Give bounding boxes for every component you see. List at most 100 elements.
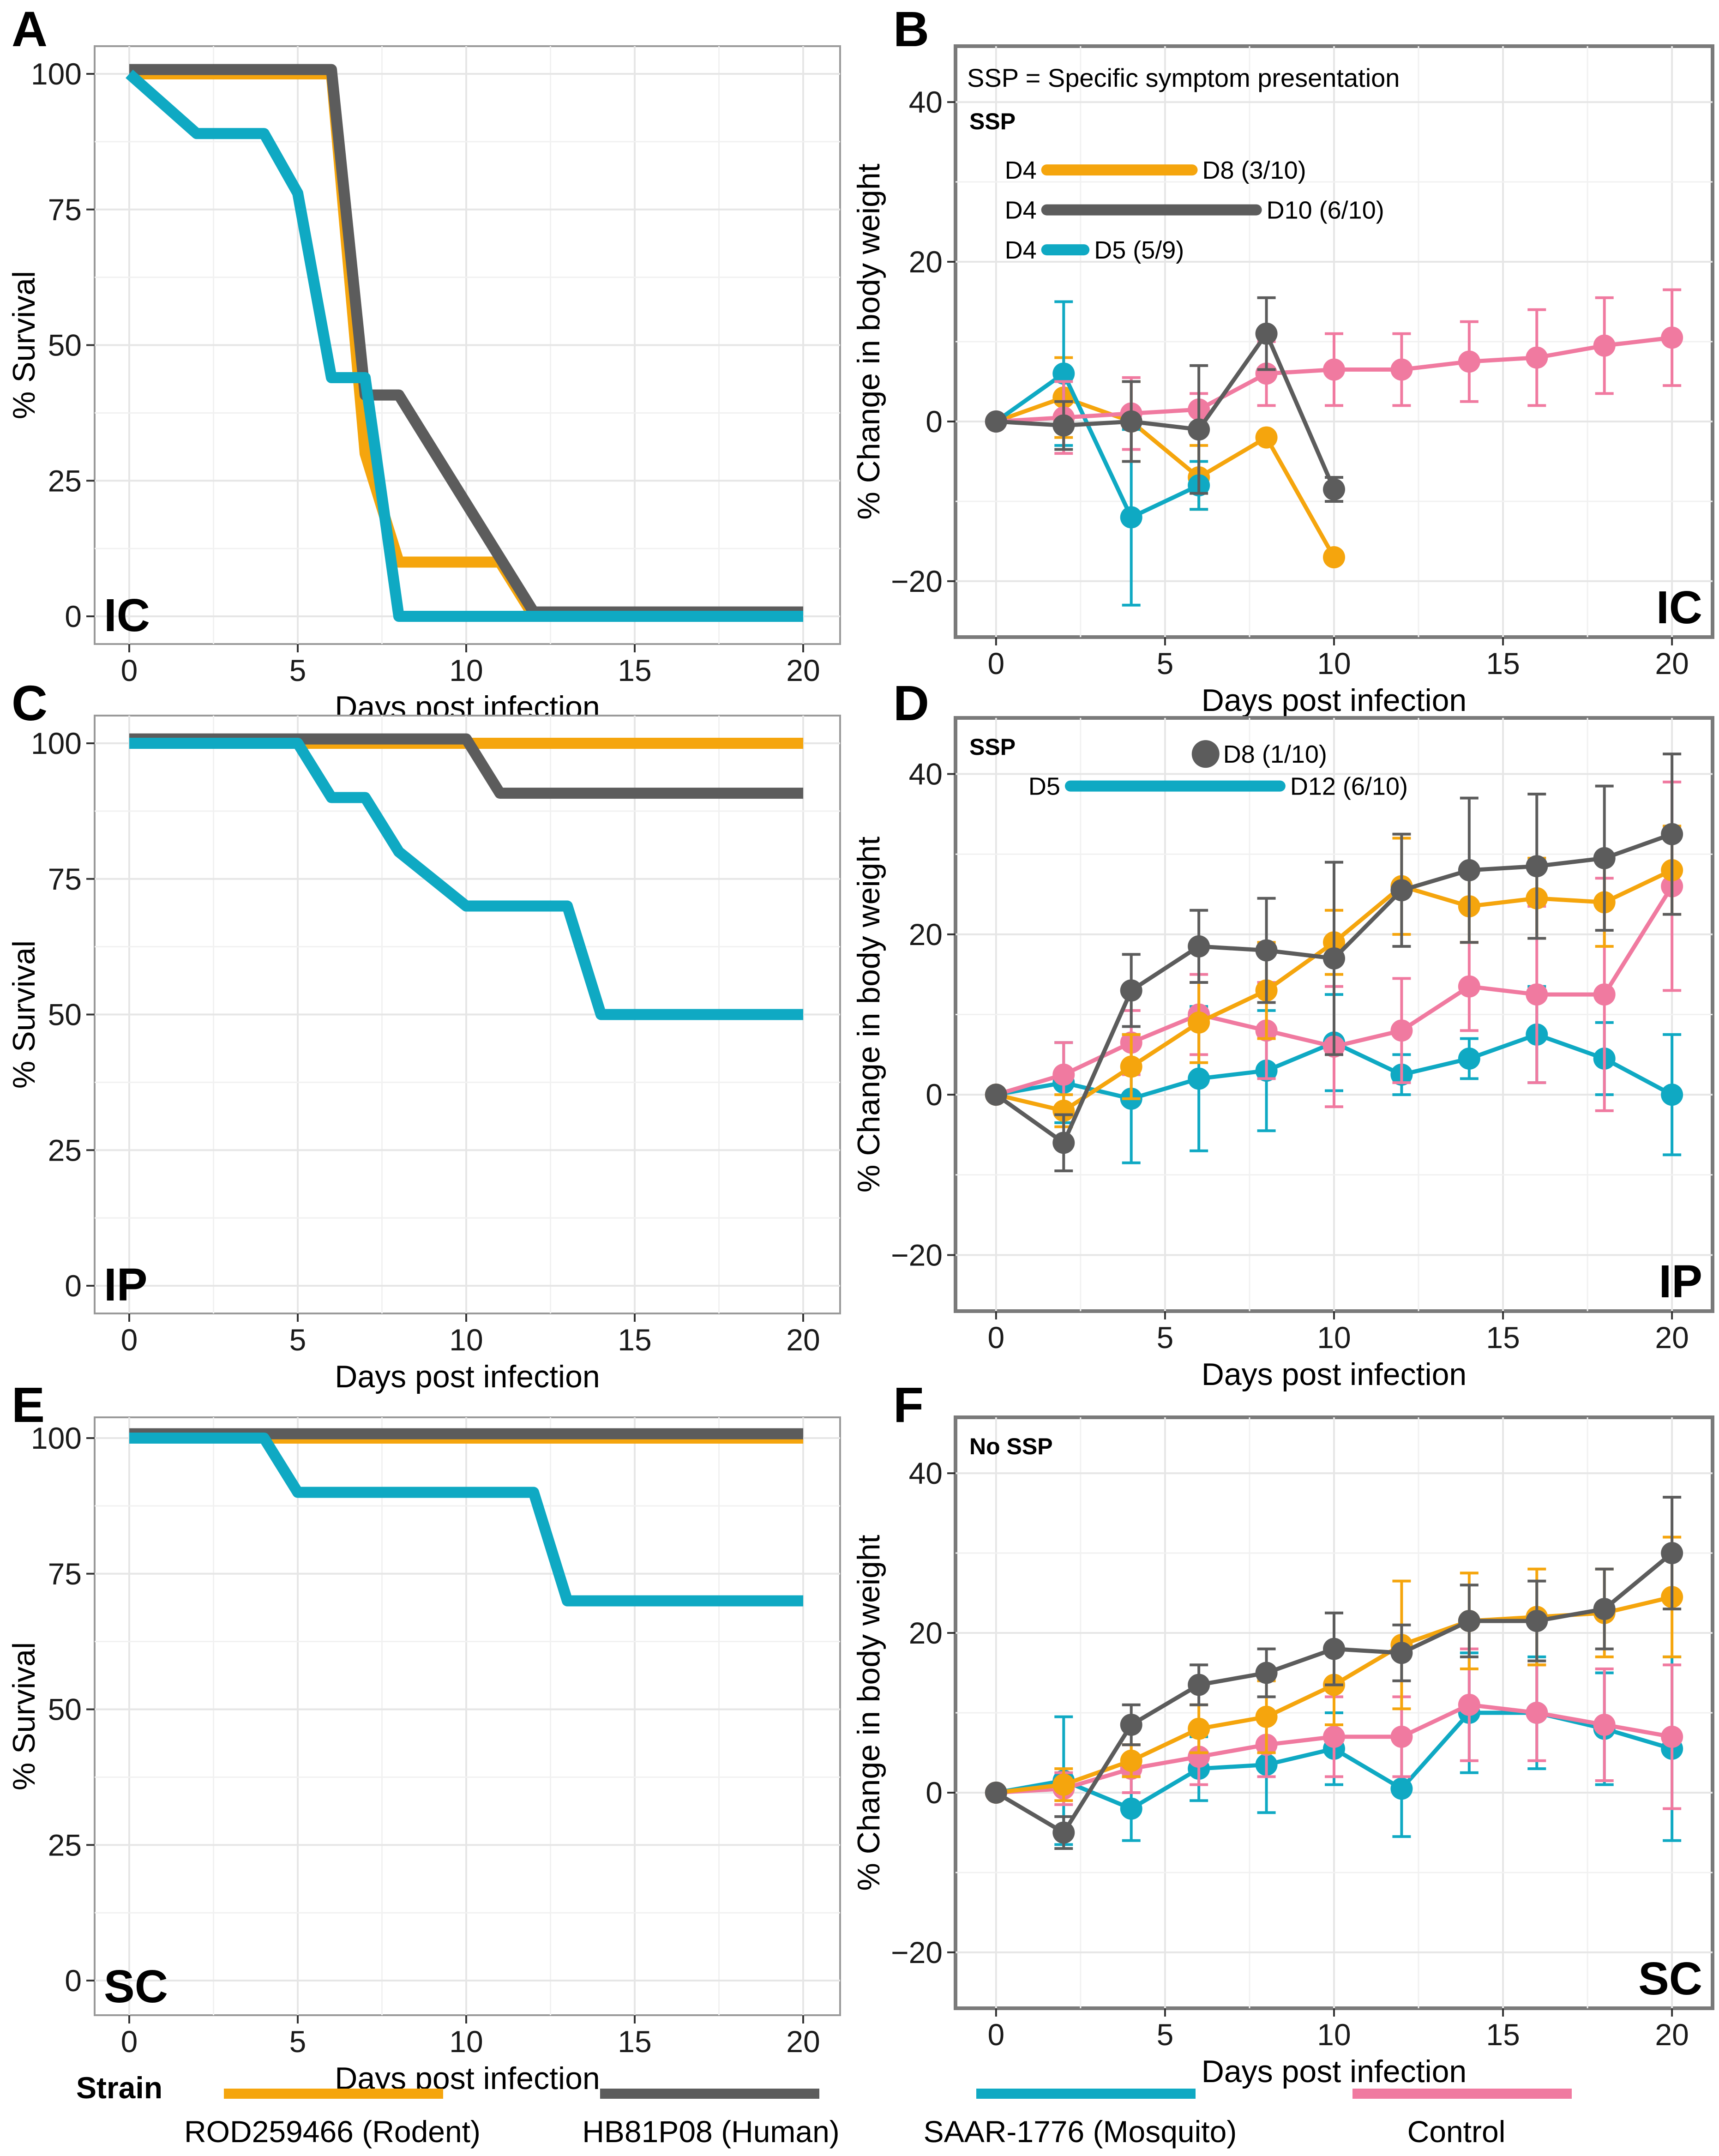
- data-point: [1255, 426, 1278, 449]
- ssp-note: SSP = Specific symptom presentation: [967, 63, 1400, 92]
- x-tick-label: 0: [987, 2017, 1004, 2052]
- x-tick-label: 10: [1317, 1320, 1351, 1355]
- data-point: [1255, 1705, 1278, 1728]
- data-point: [1593, 334, 1616, 357]
- x-tick-label: 0: [121, 2024, 138, 2059]
- data-point: [1052, 362, 1075, 385]
- data-point: [1593, 983, 1616, 1006]
- data-point: [1390, 879, 1413, 902]
- ssp-bar-start-label: D4: [1005, 157, 1037, 184]
- series-line: [995, 395, 1336, 559]
- x-tick-label: 20: [1655, 1320, 1689, 1355]
- y-tick-label: 25: [48, 464, 82, 498]
- panel-c: 0 5 10 15 20 0 25 50 75 100 Days post infection % S…: [6, 715, 841, 1394]
- ssp-bar-end-label: D8 (3/10): [1202, 157, 1306, 184]
- data-point: [1052, 414, 1075, 437]
- y-tick-label: 100: [31, 1421, 82, 1455]
- x-tick-label: 10: [1317, 2017, 1351, 2052]
- data-point: [1255, 362, 1278, 385]
- ssp-bar-end-label: D12 (6/10): [1290, 773, 1408, 801]
- y-tick-label: 50: [48, 998, 82, 1032]
- x-tick-label: 10: [449, 653, 483, 687]
- y-tick-label: 50: [48, 328, 82, 362]
- data-point: [1323, 358, 1345, 381]
- data-point: [985, 1781, 1007, 1804]
- y-tick-label: −20: [891, 1935, 943, 1969]
- x-tick-label: 15: [618, 653, 651, 687]
- y-tick-label: 25: [48, 1133, 82, 1167]
- data-point: [1458, 859, 1480, 881]
- data-point: [1323, 1725, 1345, 1748]
- y-tick-label: −20: [891, 1238, 943, 1272]
- series-control: [985, 1647, 1683, 1810]
- y-tick-label: 75: [48, 1557, 82, 1591]
- data-point: [1458, 975, 1480, 998]
- x-tick-label: 0: [121, 1323, 138, 1357]
- data-point: [1052, 1063, 1075, 1086]
- x-tick-label: 20: [1655, 646, 1689, 681]
- plot-frame: [94, 1416, 841, 2016]
- series-line: [996, 331, 1336, 490]
- grid: [956, 718, 1713, 1311]
- legend-label-rodent: ROD259466 (Rodent): [184, 2114, 481, 2149]
- x-tick-label: 0: [987, 646, 1004, 681]
- data-point: [1661, 823, 1683, 845]
- data-point: [1052, 1773, 1075, 1796]
- y-tick-label: 25: [48, 1828, 82, 1862]
- route-label: SC: [1638, 1953, 1702, 2005]
- data-point: [1188, 1717, 1210, 1740]
- ssp-bar-start-label: D4: [1005, 197, 1037, 224]
- y-tick-label: 100: [31, 57, 82, 91]
- legend-label-control: Control: [1407, 2114, 1506, 2149]
- y-axis-title: % Survival: [6, 1642, 42, 1790]
- legend: Strain ROD259466 (Rodent) HB81P08 (Human) S…: [76, 2071, 1572, 2149]
- series-human: [985, 753, 1683, 1173]
- data-point: [1661, 326, 1683, 349]
- panel-b: 0 5 10 15 20 −20 0 20 40 Days post infection % Cha…: [851, 44, 1714, 718]
- data-point: [1052, 1821, 1075, 1844]
- y-axis-title: % Survival: [6, 940, 42, 1089]
- y-tick-label: 0: [65, 599, 82, 633]
- data-point: [1458, 1048, 1480, 1070]
- data-point: [1526, 346, 1548, 369]
- y-tick-label: 40: [909, 757, 943, 791]
- data-point: [1188, 418, 1210, 441]
- x-tick-label: 10: [449, 2024, 483, 2059]
- data-point: [1052, 1099, 1075, 1122]
- x-axis-title: Days post infection: [335, 1359, 600, 1394]
- x-tick-label: 5: [1157, 1320, 1174, 1355]
- y-axis-title: % Change in body weight: [851, 1535, 886, 1891]
- panel-letter-b: B: [893, 1, 929, 57]
- series-human: [985, 296, 1345, 503]
- grid: [95, 1417, 840, 2015]
- data-point: [1255, 322, 1278, 345]
- grid: [95, 716, 840, 1313]
- x-tick-label: 15: [1486, 1320, 1520, 1355]
- legend-item-control: Control: [1352, 2089, 1572, 2149]
- y-tick-label: 75: [48, 193, 82, 227]
- y-tick-label: 0: [65, 1269, 82, 1303]
- route-label: IP: [104, 1259, 147, 1311]
- x-tick-label: 5: [1157, 646, 1174, 681]
- data-point: [1390, 1777, 1413, 1800]
- y-tick-label: 40: [909, 1456, 943, 1490]
- data-point: [1390, 1642, 1413, 1664]
- data-point: [1323, 947, 1345, 970]
- panel-d: 0 5 10 15 20 −20 0 20 40 Days post infection % Cha…: [851, 716, 1714, 1392]
- survival-line-mosquito: [126, 70, 803, 622]
- y-axis-title: % Change in body weight: [851, 837, 886, 1192]
- survival-line-mosquito: [129, 1433, 803, 1607]
- x-tick-label: 5: [289, 1323, 307, 1357]
- route-label: IP: [1659, 1256, 1702, 1307]
- series-line: [995, 371, 1200, 520]
- panel-f: 0 5 10 15 20 −20 0 20 40 Days post infection % Cha…: [851, 1415, 1714, 2089]
- y-tick-label: 20: [909, 917, 943, 952]
- legend-label-human: HB81P08 (Human): [582, 2114, 840, 2149]
- panel-letter-e: E: [12, 1377, 45, 1433]
- y-tick-label: 0: [926, 1776, 943, 1810]
- x-axis-title: Days post infection: [1202, 2054, 1467, 2089]
- data-point: [1661, 1725, 1683, 1748]
